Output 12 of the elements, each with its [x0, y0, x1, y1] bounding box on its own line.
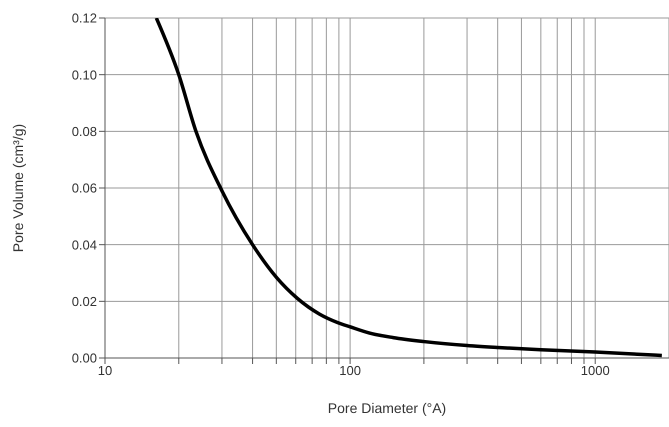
y-tick-label: 0.10: [72, 67, 97, 82]
y-tick-label: 0.06: [72, 180, 97, 196]
y-tick-label: 0.12: [72, 10, 97, 26]
x-tick-label: 100: [339, 363, 361, 378]
x-tick-label: 10: [98, 363, 112, 378]
y-axis-title: Pore Volume (cm³/g): [10, 124, 26, 252]
x-axis-title: Pore Diameter (°A): [328, 400, 446, 416]
y-tick-label: 0.00: [72, 350, 97, 366]
y-tick-label: 0.02: [72, 294, 97, 309]
x-tick-label: 1000: [580, 363, 610, 378]
y-tick-label: 0.08: [72, 124, 97, 139]
y-tick-label: 0.04: [72, 237, 97, 252]
